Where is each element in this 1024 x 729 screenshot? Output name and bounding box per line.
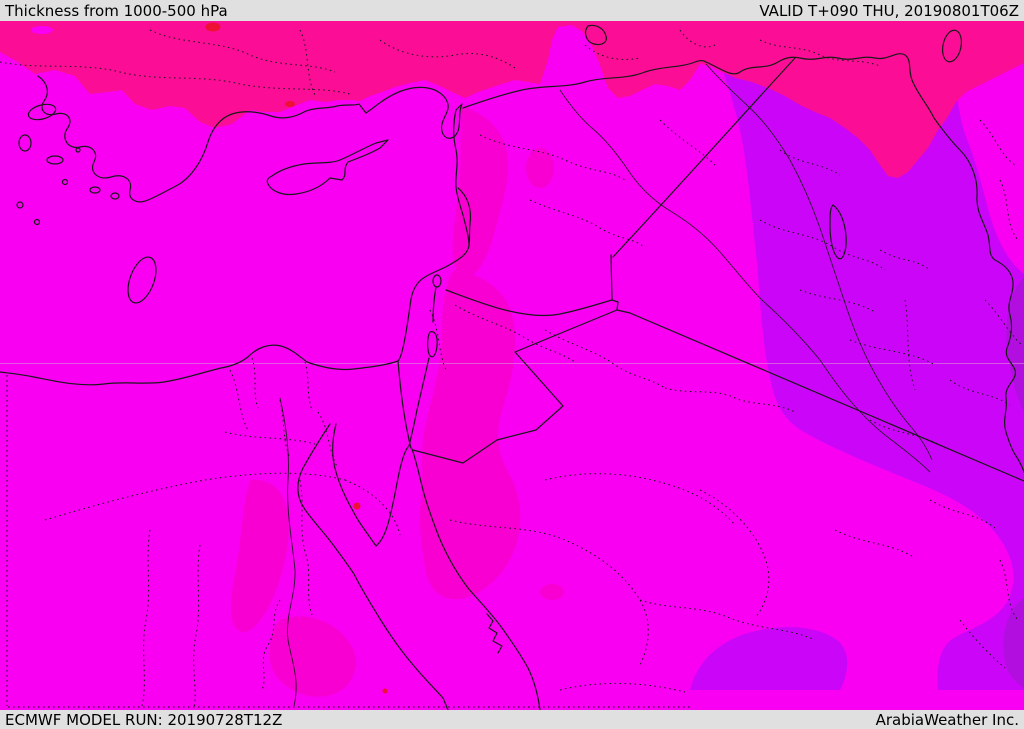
lakes: [584, 24, 963, 260]
thickness-fill-purple-region: [690, 21, 1024, 690]
header-bar: Thickness from 1000-500 hPa VALID T+090 …: [0, 0, 1024, 21]
map-linework: [0, 24, 1024, 710]
admin-borders-dotted: [0, 29, 1023, 709]
thickness-fill-magenta-tongue: [857, 494, 993, 599]
brand-label: ArabiaWeather Inc.: [875, 710, 1019, 729]
map-canvas: [0, 21, 1024, 710]
red-core-spots: [205, 22, 388, 694]
magenta-hole-in-band: [31, 26, 53, 34]
page-title: Thickness from 1000-500 hPa: [5, 1, 228, 20]
thickness-fill-warm-pink-patches: [230, 106, 564, 697]
footer-bar: ECMWF MODEL RUN: 20190728T12Z ArabiaWeat…: [0, 710, 1024, 729]
valid-time-label: VALID T+090 THU, 20190801T06Z: [759, 1, 1019, 20]
thickness-fill-deep-pink-band: [0, 21, 1024, 178]
country-borders: [397, 53, 1024, 482]
thickness-fill-dark-purple: [1003, 277, 1024, 688]
rivers: [279, 63, 933, 707]
model-run-label: ECMWF MODEL RUN: 20190728T12Z: [5, 710, 283, 729]
coastlines: [0, 75, 541, 710]
